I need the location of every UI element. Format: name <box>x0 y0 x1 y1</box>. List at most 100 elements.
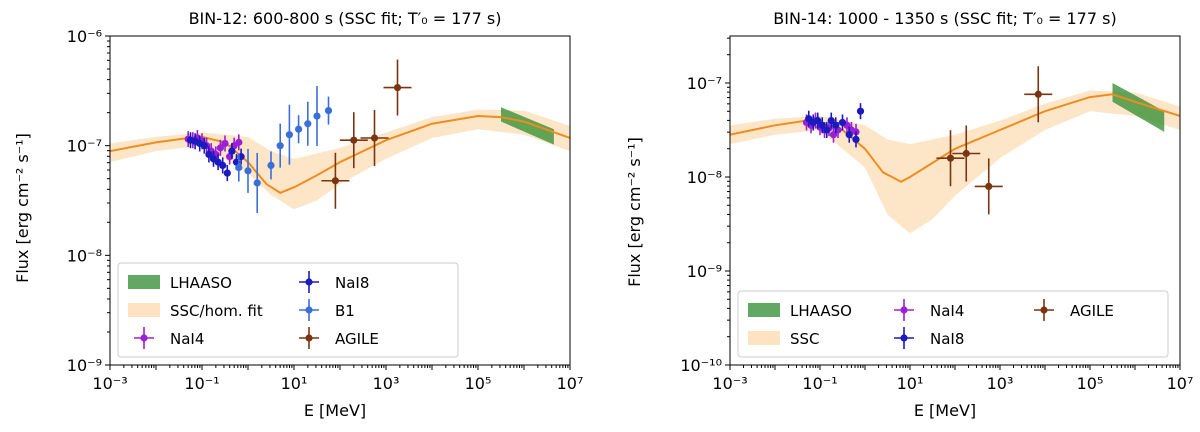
chart-title: BIN-12: 600-800 s (SSC fit; T′₀ = 177 s) <box>189 9 502 28</box>
x-axis-label: E [MeV] <box>304 401 366 420</box>
x-tick-label: 10³ <box>373 374 400 393</box>
legend: LHAASO SSC NaI4 NaI8 AGILE <box>737 290 1169 358</box>
legend-box <box>737 290 1169 358</box>
data-point <box>838 118 847 127</box>
legend-label: B1 <box>335 302 355 320</box>
legend-label: AGILE <box>335 330 379 348</box>
legend-label: NaI8 <box>930 330 964 348</box>
x-tick-label: 10⁻³ <box>712 374 747 393</box>
legend-label: LHAASO <box>170 274 232 292</box>
data-point <box>852 135 860 143</box>
model-band <box>730 90 1180 234</box>
data-point <box>304 120 312 128</box>
x-tick-label: 10⁵ <box>465 374 492 393</box>
data-point <box>1034 90 1042 98</box>
y-axis: 10⁻¹⁰ 10⁻⁹ 10⁻⁸ 10⁻⁷ <box>680 37 730 375</box>
y-tick-label: 10⁻⁸ <box>687 168 722 187</box>
data-point <box>223 169 231 177</box>
legend-marker <box>305 334 313 342</box>
plot-area <box>730 66 1180 234</box>
legend-label: LHAASO <box>790 302 852 320</box>
series-agile <box>321 59 412 209</box>
y-tick-label: 10⁻⁶ <box>67 27 102 46</box>
y-tick-label: 10⁻⁸ <box>67 246 102 265</box>
x-tick-label: 10⁻³ <box>92 374 127 393</box>
data-point <box>350 136 358 144</box>
x-tick-label: 10⁷ <box>557 374 584 393</box>
legend: LHAASO SSC/hom. fit NaI4 NaI8 B1 AGILE <box>117 262 459 358</box>
y-tick-label: 10⁻⁷ <box>67 137 102 156</box>
lhaaso-band <box>501 107 554 145</box>
y-axis-label: Flux [erg cm⁻² s⁻¹] <box>13 133 32 283</box>
data-point <box>962 149 970 158</box>
data-point <box>331 177 339 185</box>
legend-label: AGILE <box>1070 302 1114 320</box>
legend-swatch <box>748 303 780 317</box>
legend-label: SSC <box>790 330 820 348</box>
data-point <box>814 117 822 125</box>
data-point <box>267 161 275 170</box>
legend-swatch <box>128 303 160 317</box>
series-nai8 <box>805 103 865 148</box>
data-point <box>856 107 865 115</box>
legend-label: SSC/hom. fit <box>170 302 263 320</box>
y-axis-label: Flux [erg cm⁻² s⁻¹] <box>625 137 644 287</box>
data-point <box>216 144 224 152</box>
legend-marker <box>1040 306 1048 314</box>
data-point <box>946 154 955 162</box>
chart-bin-12: BIN-12: 600-800 s (SSC fit; T′₀ = 177 s)… <box>13 9 583 420</box>
y-axis: 10⁻⁹ 10⁻⁸ 10⁻⁷ 10⁻⁶ <box>67 27 110 375</box>
y-tick-label: 10⁻⁹ <box>67 356 102 375</box>
data-point <box>313 112 321 120</box>
legend-swatch <box>128 275 160 289</box>
legend-marker <box>900 334 908 342</box>
chart-title: BIN-14: 1000 - 1350 s (SSC fit; T′₀ = 17… <box>773 9 1116 28</box>
x-tick-label: 10⁵ <box>1077 374 1104 393</box>
data-point <box>295 125 303 133</box>
data-point <box>832 121 840 129</box>
series-b1 <box>235 86 333 213</box>
legend-marker <box>900 306 908 314</box>
legend-label: NaI4 <box>930 302 964 320</box>
x-tick-label: 10³ <box>987 374 1014 393</box>
series-agile <box>936 66 1053 215</box>
x-tick-label: 10¹ <box>281 374 308 393</box>
data-point <box>393 83 402 92</box>
x-tick-label: 10⁻¹ <box>184 374 219 393</box>
legend-box <box>117 262 459 358</box>
chart-bin-14: BIN-14: 1000 - 1350 s (SSC fit; T′₀ = 17… <box>625 9 1193 420</box>
data-point <box>324 106 333 115</box>
y-tick-label: 10⁻⁹ <box>687 262 722 281</box>
legend-label: NaI4 <box>170 330 204 348</box>
model-band <box>110 109 570 210</box>
data-point <box>253 179 261 187</box>
data-point <box>823 126 831 134</box>
y-tick-label: 10⁻⁷ <box>687 74 722 93</box>
data-point <box>285 131 293 139</box>
lhaaso-band <box>1112 83 1165 132</box>
series-nai8 <box>186 132 245 182</box>
data-point <box>221 139 229 148</box>
data-point <box>200 142 208 150</box>
x-axis: 10⁻³ 10⁻¹ 10¹ 10³ 10⁵ 10⁷ <box>712 365 1193 393</box>
data-point <box>845 131 853 139</box>
x-tick-label: 10¹ <box>897 374 924 393</box>
legend-marker <box>140 334 148 342</box>
data-point <box>827 117 835 125</box>
data-point <box>235 138 243 146</box>
data-point <box>219 161 227 170</box>
legend-marker <box>305 306 313 314</box>
legend-label: NaI8 <box>335 274 369 292</box>
x-tick-label: 10⁻¹ <box>802 374 837 393</box>
legend-swatch <box>748 331 780 345</box>
data-point <box>228 147 236 155</box>
data-point <box>818 121 826 129</box>
y-tick-label: 10⁻¹⁰ <box>680 356 722 375</box>
data-point <box>276 142 284 150</box>
x-axis-label: E [MeV] <box>914 401 976 420</box>
data-point <box>235 164 243 172</box>
data-point <box>244 167 252 175</box>
data-point <box>205 150 213 159</box>
data-point <box>985 182 993 190</box>
